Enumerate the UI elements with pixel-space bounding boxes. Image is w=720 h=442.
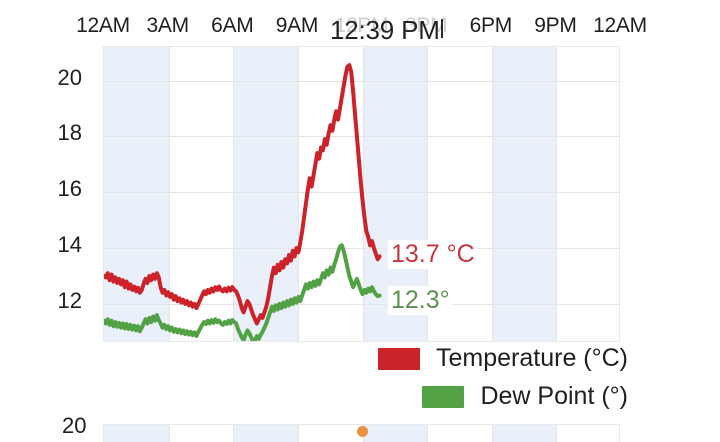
legend-swatch-dewpoint-icon <box>422 385 465 408</box>
x-axis-tick-9am: 9AM <box>275 14 319 37</box>
y-axis-tick-column: 12 14 16 18 20 <box>0 44 96 342</box>
legend-label-temperature: Temperature (°C) <box>436 344 628 372</box>
temperature-value-label: 13.7 °C <box>388 240 478 269</box>
night-shading-band <box>233 425 298 442</box>
dewpoint-value-label: 12.3° <box>388 286 453 315</box>
x-axis-tick-12am: 12AM <box>593 14 647 37</box>
night-shading-band <box>362 425 428 442</box>
vertical-gridline <box>427 425 429 442</box>
night-shading-band <box>233 47 298 341</box>
vertical-gridline <box>233 47 235 341</box>
vertical-gridline <box>491 425 493 442</box>
y-axis-tick-12: 12 <box>57 287 82 313</box>
vertical-gridline <box>491 47 493 341</box>
vertical-gridline <box>297 425 299 442</box>
night-shading-band <box>104 425 169 442</box>
x-axis-tick-12am: 12AM <box>76 14 130 37</box>
weather-chart-card[interactable]: 12AM 3AM 6AM 9AM 12PM 3PM 6PM 9PM 12AM 12:39 PM … <box>0 0 720 390</box>
night-shading-band <box>491 425 557 442</box>
horizontal-gridline <box>104 303 619 305</box>
legend-label-dewpoint: Dew Point (°) <box>480 382 628 410</box>
vertical-gridline <box>297 47 299 341</box>
y-axis-tick-20: 20 <box>57 64 82 90</box>
x-axis-tick-6am: 6AM <box>211 14 254 37</box>
horizontal-gridline <box>104 248 619 250</box>
night-shading-band <box>491 47 557 341</box>
y-axis-tick-16: 16 <box>57 176 82 202</box>
secondary-chart-marker-dot <box>357 426 368 437</box>
legend-item-dewpoint[interactable]: Dew Point (°) <box>422 382 628 411</box>
chart-plot-area[interactable] <box>103 46 620 342</box>
crosshair-tick-mark <box>441 19 443 38</box>
vertical-gridline <box>556 47 558 341</box>
x-axis-tick-12pm: 12PM <box>334 14 389 37</box>
vertical-gridline <box>233 425 235 442</box>
x-axis-tick-3pm: 3PM <box>404 14 448 37</box>
secondary-chart-plot-area[interactable] <box>103 424 620 442</box>
dewpoint-series-line <box>104 245 380 341</box>
vertical-gridline <box>556 425 558 442</box>
vertical-gridline <box>427 47 429 341</box>
x-axis-tick-6pm: 6PM <box>469 14 513 37</box>
legend-swatch-temperature-icon <box>378 347 420 370</box>
horizontal-gridline <box>104 136 619 138</box>
chart-series-layer <box>104 47 620 342</box>
y-axis-tick-14: 14 <box>57 232 82 258</box>
x-axis-tick-row: 12AM 3AM 6AM 9AM 12PM 3PM 6PM 9PM 12AM <box>76 14 647 40</box>
vertical-gridline <box>168 425 170 442</box>
legend-item-temperature[interactable]: Temperature (°C) <box>378 344 628 373</box>
chart-legend: Temperature (°C) Dew Point (°) <box>0 344 720 410</box>
x-axis-tick-3am: 3AM <box>146 14 189 37</box>
crosshair-time-label: 12:39 PM <box>330 15 440 45</box>
temperature-series-line <box>104 65 380 323</box>
horizontal-gridline <box>104 80 619 82</box>
x-axis-tick-9pm: 9PM <box>534 14 577 37</box>
vertical-gridline <box>168 47 170 341</box>
secondary-chart-card[interactable]: 20 <box>0 406 720 442</box>
y-axis-tick-18: 18 <box>57 120 82 146</box>
secondary-chart-y-tick: 20 <box>62 413 87 438</box>
